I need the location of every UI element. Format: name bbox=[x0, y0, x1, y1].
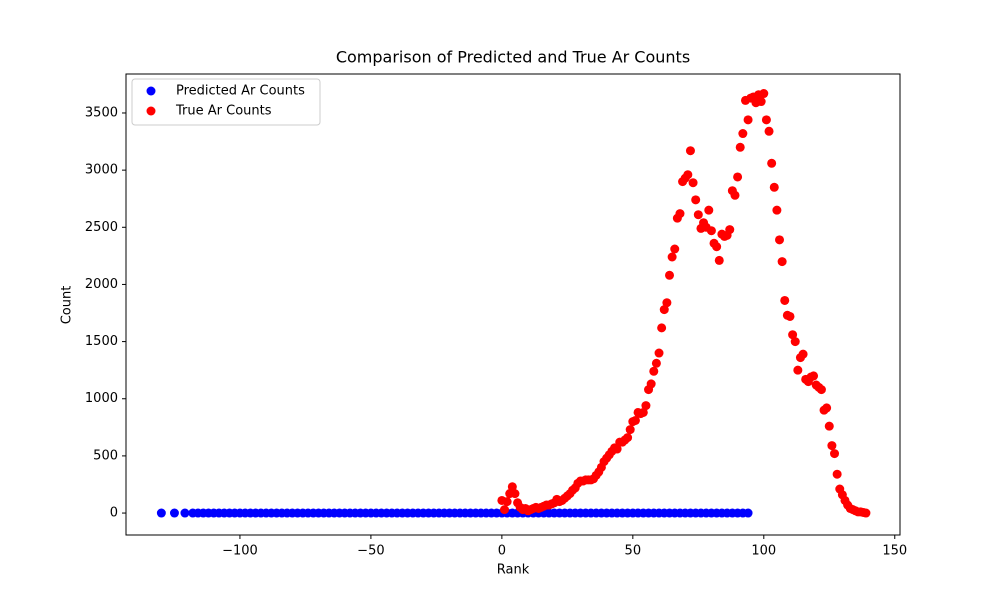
point bbox=[507, 482, 517, 492]
point bbox=[683, 170, 693, 180]
point bbox=[743, 115, 753, 125]
point bbox=[646, 379, 656, 389]
point bbox=[822, 403, 832, 413]
point bbox=[790, 337, 800, 347]
y-tick-label: 1000 bbox=[85, 391, 118, 406]
point bbox=[693, 210, 703, 220]
point bbox=[169, 508, 179, 518]
point bbox=[775, 235, 785, 245]
point bbox=[743, 508, 753, 518]
point bbox=[180, 508, 190, 518]
point bbox=[691, 195, 701, 205]
legend-box bbox=[131, 78, 321, 126]
point bbox=[798, 349, 808, 359]
plot-area bbox=[156, 89, 871, 518]
point bbox=[638, 407, 648, 417]
legend-marker bbox=[146, 86, 156, 96]
point bbox=[772, 205, 782, 215]
x-tick-label: 0 bbox=[498, 544, 506, 559]
point bbox=[675, 209, 685, 219]
y-tick-label: 3000 bbox=[85, 163, 118, 178]
legend-label: True Ar Counts bbox=[175, 104, 272, 119]
point bbox=[685, 146, 695, 156]
x-tick-label: −50 bbox=[357, 544, 384, 559]
point bbox=[510, 489, 520, 499]
x-tick-label: 150 bbox=[882, 544, 907, 559]
y-tick-label: 500 bbox=[93, 448, 118, 463]
point bbox=[657, 323, 667, 333]
legend-label: Predicted Ar Counts bbox=[176, 84, 305, 99]
axes-frame bbox=[125, 73, 901, 536]
point bbox=[649, 366, 659, 376]
x-tick-label: 100 bbox=[751, 544, 776, 559]
point bbox=[704, 205, 714, 215]
y-tick-label: 3500 bbox=[85, 105, 118, 120]
y-tick-label: 2500 bbox=[85, 220, 118, 235]
point bbox=[809, 371, 819, 381]
point bbox=[667, 252, 677, 262]
legend-marker bbox=[146, 106, 156, 116]
x-axis-label: Rank bbox=[497, 563, 530, 578]
point bbox=[670, 244, 680, 254]
point bbox=[156, 508, 166, 518]
point bbox=[654, 348, 664, 358]
point bbox=[824, 421, 834, 431]
point bbox=[761, 115, 771, 125]
point bbox=[785, 311, 795, 321]
point bbox=[612, 444, 622, 454]
y-tick-label: 1500 bbox=[85, 334, 118, 349]
point bbox=[861, 508, 871, 518]
chart-title: Comparison of Predicted and True Ar Coun… bbox=[336, 48, 690, 67]
point bbox=[793, 365, 803, 375]
y-axis-label: Count bbox=[60, 286, 75, 325]
point bbox=[767, 158, 777, 168]
point bbox=[764, 126, 774, 136]
point bbox=[733, 172, 743, 182]
point bbox=[712, 242, 722, 252]
point bbox=[499, 505, 509, 515]
point bbox=[735, 142, 745, 152]
point bbox=[738, 129, 748, 139]
point bbox=[659, 305, 669, 315]
point bbox=[816, 385, 826, 395]
point bbox=[788, 330, 798, 340]
point bbox=[769, 182, 779, 192]
point bbox=[756, 97, 766, 107]
point bbox=[725, 225, 735, 235]
point bbox=[662, 298, 672, 308]
point bbox=[665, 270, 675, 280]
point bbox=[623, 433, 633, 443]
point bbox=[827, 441, 837, 451]
point bbox=[832, 469, 842, 479]
x-tick-label: 50 bbox=[625, 544, 642, 559]
x-tick-label: −100 bbox=[222, 544, 258, 559]
point bbox=[830, 449, 840, 459]
y-tick-label: 0 bbox=[110, 506, 118, 521]
y-tick-label: 2000 bbox=[85, 277, 118, 292]
point bbox=[780, 295, 790, 305]
point bbox=[714, 255, 724, 265]
point bbox=[777, 257, 787, 267]
point bbox=[688, 178, 698, 188]
point bbox=[625, 425, 635, 435]
point bbox=[730, 190, 740, 200]
point bbox=[641, 401, 651, 411]
point bbox=[630, 415, 640, 425]
point bbox=[502, 497, 512, 507]
point bbox=[759, 89, 769, 99]
point bbox=[706, 226, 716, 236]
point bbox=[651, 358, 661, 368]
